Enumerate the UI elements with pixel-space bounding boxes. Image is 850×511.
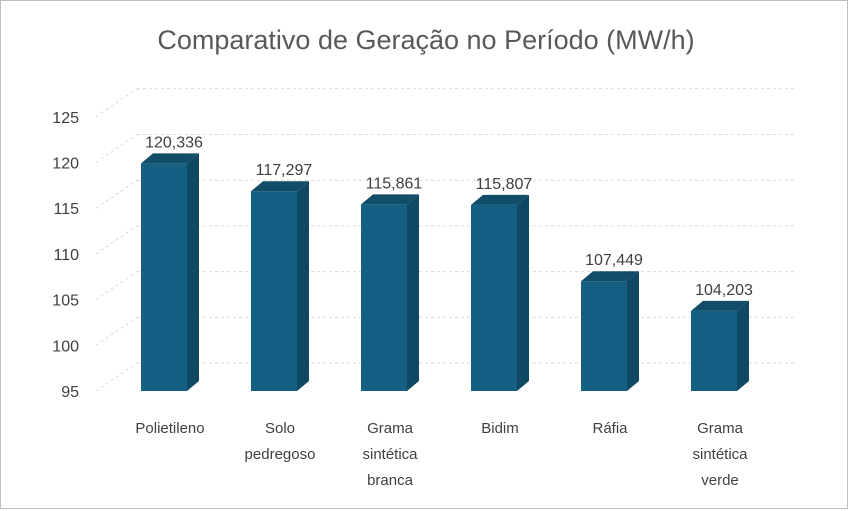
chart-title: Comparativo de Geração no Período (MW/h) (157, 25, 694, 55)
bar-top (361, 194, 419, 205)
category-label: Solo pedregoso (245, 420, 316, 463)
gridline-side (95, 362, 138, 392)
bar-side (297, 181, 309, 391)
bars (141, 153, 749, 391)
y-axis-ticks: 95 100 105 110 115 120 125 (52, 110, 79, 401)
bar (471, 204, 517, 391)
data-label: 107,449 (585, 252, 643, 269)
data-label: 115,807 (476, 176, 533, 193)
bar-side (187, 153, 199, 391)
category-labels: Polietileno Solo pedregoso Grama sintética br… (135, 420, 748, 489)
category-label: Ráfia (592, 420, 628, 437)
category-label: Grama sintética branca (362, 420, 418, 489)
y-tick-label: 95 (61, 384, 79, 401)
bar-side (517, 194, 529, 391)
category-label: Polietileno (135, 420, 204, 437)
y-tick-label: 105 (52, 293, 79, 310)
y-tick-label: 110 (53, 247, 79, 264)
bar-top (691, 300, 749, 311)
gridlines (95, 88, 796, 392)
category-label: Bidim (481, 420, 519, 437)
data-label: 115,861 (366, 175, 423, 192)
bar (691, 310, 737, 391)
data-label: 120,336 (145, 134, 203, 151)
bar (581, 281, 627, 391)
data-label: 104,203 (695, 282, 753, 299)
gridline-side (95, 88, 138, 118)
data-labels: 120,336 117,297 115,861 115,807 107,449 104,2… (145, 134, 753, 298)
gridline-side (95, 179, 138, 209)
bar (361, 204, 407, 391)
gridline-side (95, 225, 138, 255)
y-tick-label: 125 (52, 110, 79, 127)
bar-side (407, 194, 419, 391)
bar-top (581, 271, 639, 282)
gridline-side (95, 134, 138, 163)
bar-top (141, 153, 199, 164)
bar-side (627, 271, 639, 391)
gridline-side (95, 271, 138, 301)
y-tick-label: 120 (52, 156, 79, 173)
bar (251, 191, 297, 391)
bar-top (471, 194, 529, 205)
bar (141, 163, 187, 391)
gridline-side (95, 316, 138, 346)
y-tick-label: 115 (53, 201, 79, 218)
bar-top (251, 181, 309, 192)
category-label: Grama sintética verde (692, 420, 748, 489)
data-label: 117,297 (256, 162, 313, 179)
y-tick-label: 100 (52, 338, 79, 355)
bar-side (737, 300, 749, 391)
